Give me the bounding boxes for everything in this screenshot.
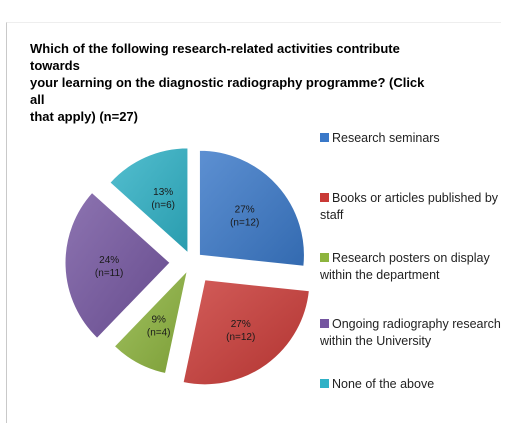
legend-label: Ongoing radiography research within the … [320,317,501,348]
pie-slice-3 [113,269,189,375]
slice-count-label: (n=11) [95,268,123,279]
slice-percent-label: 9% [151,315,166,326]
slice-percent-label: 13% [153,187,173,198]
slice-percent-label: 27% [231,319,251,330]
legend-swatch [320,379,329,388]
slice-count-label: (n=12) [226,332,255,343]
slice-count-label: (n=6) [151,200,175,211]
legend-label: Research posters on display within the d… [320,251,490,282]
legend-item: Research posters on display within the d… [320,250,502,284]
legend-swatch [320,253,329,262]
legend-item: Ongoing radiography research within the … [320,316,502,350]
pie-slice-1 [198,149,305,267]
pie-slice-5 [109,147,189,254]
legend-label: Books or articles published by staff [320,191,499,222]
chart-frame [6,22,501,423]
slice-count-label: (n=4) [147,328,171,339]
slice-count-label: (n=12) [230,218,259,229]
legend-swatch [320,319,329,328]
legend-label: None of the above [332,377,435,391]
slice-percent-label: 27% [235,205,255,216]
legend-swatch [320,133,329,142]
legend-item: Research seminars [320,130,502,147]
legend-label: Research seminars [332,131,440,145]
chart-title: Which of the following research-related … [30,41,425,124]
pie-slice-2 [182,279,310,386]
legend-item: Books or articles published by staff [320,190,502,224]
legend-swatch [320,193,329,202]
pie-slice-4 [64,191,171,340]
legend-item: None of the above [320,376,502,393]
slice-percent-label: 24% [99,255,119,266]
